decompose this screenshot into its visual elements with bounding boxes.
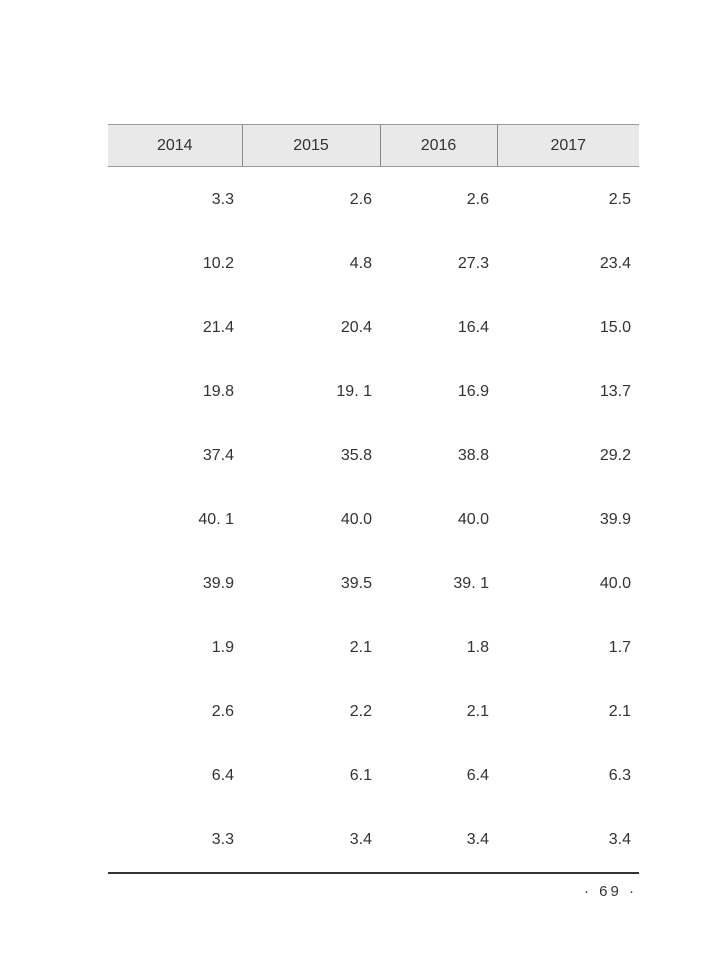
header-cell-2016: 2016 bbox=[379, 124, 497, 167]
table-cell: 2.6 bbox=[466, 190, 489, 208]
header-cell-2015: 2015 bbox=[241, 124, 380, 167]
table-cell: 3.3 bbox=[211, 190, 234, 208]
table-cell: 2.1 bbox=[349, 639, 372, 656]
table-row: 2.6 2.2 2.1 2.1 bbox=[108, 680, 639, 744]
table-cell: 37.4 bbox=[202, 447, 234, 464]
table-cell: 13.7 bbox=[599, 383, 631, 400]
table-cell: 40.0 bbox=[457, 511, 489, 528]
table-row: 39.9 39.5 39. 1 40.0 bbox=[108, 552, 639, 616]
table-cell: 3.4 bbox=[497, 808, 639, 874]
table-cell: 16.4 bbox=[457, 319, 489, 336]
table-cell: 39. 1 bbox=[453, 575, 489, 592]
table-row: 3.3 3.4 3.4 3.4 bbox=[108, 808, 639, 874]
header-cell-2017: 2017 bbox=[496, 124, 639, 167]
table-cell: 27.3 bbox=[457, 255, 489, 272]
page-number: · 69 · bbox=[584, 883, 638, 900]
table-cell: 1.9 bbox=[211, 639, 234, 656]
table-cell: 19. 1 bbox=[336, 383, 372, 400]
table-row: 19.8 19. 1 16.9 13.7 bbox=[108, 360, 639, 424]
table-cell: 2.1 bbox=[608, 703, 631, 720]
table-cell: 2.1 bbox=[466, 703, 489, 720]
table-cell: 23.4 bbox=[599, 255, 631, 272]
table-cell: 15.0 bbox=[599, 319, 631, 336]
table-cell: 2.6 bbox=[211, 703, 234, 720]
table-cell: 1.8 bbox=[466, 639, 489, 656]
table-cell: 6.3 bbox=[608, 767, 631, 784]
table-cell: 2.2 bbox=[349, 703, 372, 720]
table-row: 6.4 6.1 6.4 6.3 bbox=[108, 744, 639, 808]
table-cell: 38.8 bbox=[457, 447, 489, 464]
data-table: 2014 2015 2016 2017 3.3 2.6 2.6 2.5 10.2… bbox=[108, 124, 639, 874]
header-cell-2014: 2014 bbox=[108, 124, 242, 167]
table-cell: 1.7 bbox=[608, 639, 631, 656]
data-table-container: 2014 2015 2016 2017 3.3 2.6 2.6 2.5 10.2… bbox=[108, 124, 639, 874]
table-cell: 4.8 bbox=[349, 255, 372, 272]
table-cell: 29.2 bbox=[599, 447, 631, 464]
table-row: 3.3 2.6 2.6 2.5 bbox=[108, 167, 639, 233]
header-row: 2014 2015 2016 2017 bbox=[108, 124, 639, 167]
table-cell: 3.4 bbox=[380, 808, 497, 874]
table-cell: 3.3 bbox=[108, 808, 242, 874]
table-cell: 3.4 bbox=[242, 808, 380, 874]
table-body: 3.3 2.6 2.6 2.5 10.2 4.8 27.3 23.4 21.4 … bbox=[108, 167, 639, 874]
table-cell: 16.9 bbox=[457, 383, 489, 400]
table-cell: 6.4 bbox=[466, 767, 489, 784]
table-cell: 21.4 bbox=[202, 319, 234, 336]
table-cell: 2.6 bbox=[349, 190, 372, 208]
table-cell: 10.2 bbox=[202, 255, 234, 272]
table-cell: 19.8 bbox=[202, 383, 234, 400]
table-row: 40. 1 40.0 40.0 39.9 bbox=[108, 488, 639, 552]
table-cell: 39.9 bbox=[202, 575, 234, 592]
table-header: 2014 2015 2016 2017 bbox=[108, 124, 639, 167]
table-cell: 20.4 bbox=[340, 319, 372, 336]
table-row: 1.9 2.1 1.8 1.7 bbox=[108, 616, 639, 680]
table-cell: 40.0 bbox=[340, 511, 372, 528]
table-cell: 6.4 bbox=[211, 767, 234, 784]
table-cell: 40.0 bbox=[599, 575, 631, 592]
table-row: 21.4 20.4 16.4 15.0 bbox=[108, 296, 639, 360]
table-row: 37.4 35.8 38.8 29.2 bbox=[108, 424, 639, 488]
table-cell: 35.8 bbox=[340, 447, 372, 464]
table-cell: 39.9 bbox=[599, 511, 631, 528]
table-cell: 40. 1 bbox=[198, 511, 234, 528]
table-cell: 6.1 bbox=[349, 767, 372, 784]
table-cell: 2.5 bbox=[608, 190, 631, 208]
table-cell: 39.5 bbox=[340, 575, 372, 592]
table-row: 10.2 4.8 27.3 23.4 bbox=[108, 232, 639, 296]
